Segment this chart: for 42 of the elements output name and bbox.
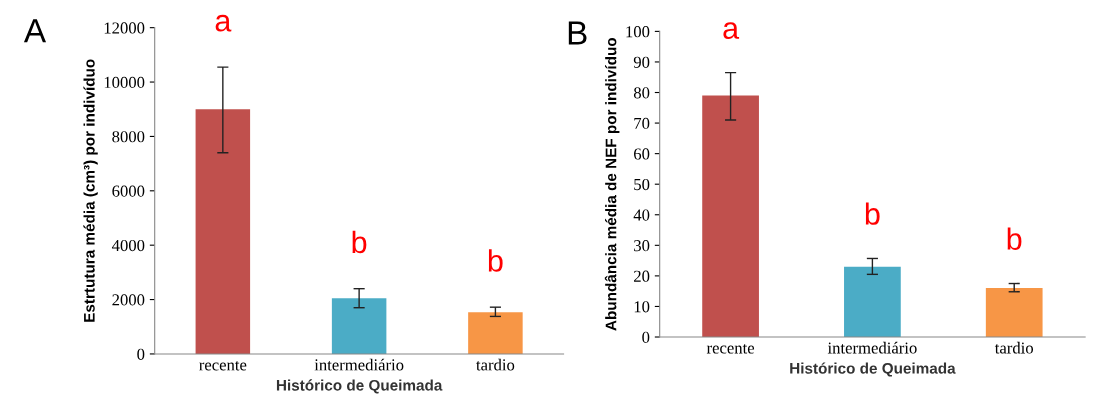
chart-title: B (568, 21, 587, 45)
annotation: a (723, 22, 740, 40)
x-axis-title: Histórico de Queimada (276, 379, 443, 394)
bar (195, 109, 251, 354)
x-tick-label: intermediário (314, 358, 404, 371)
chart-title: A (23, 19, 47, 43)
x-tick-label: tardio (994, 341, 1034, 354)
y-tick-label: 0 (642, 331, 650, 343)
annotation: b (1007, 227, 1022, 250)
y-tick-label: 8000 (112, 131, 145, 143)
y-tick-label: 30 (634, 240, 650, 252)
bar (702, 95, 759, 338)
y-tick-label: 90 (633, 56, 650, 68)
y-tick-label: 10000 (104, 76, 145, 88)
y-tick-label: 100 (626, 26, 650, 38)
x-tick-label: tardio (476, 358, 515, 371)
x-axis-title: Histórico de Queimada (790, 362, 956, 377)
y-tick-label: 20 (634, 270, 650, 282)
y-tick-label: 4000 (111, 239, 145, 252)
annotation: b (865, 202, 880, 225)
y-axis-title: Estrtutura média (cm³) por indivíduo (83, 59, 98, 322)
annotation: b (488, 249, 503, 272)
annotation: a (215, 14, 232, 32)
y-tick-label: 0 (137, 348, 145, 360)
annotation: b (352, 230, 367, 254)
x-tick-label: recente (706, 344, 755, 354)
y-tick-label: 80 (633, 87, 650, 99)
y-tick-label: 12000 (104, 22, 145, 34)
y-tick-label: 6000 (112, 185, 145, 197)
y-tick-label: 50 (634, 178, 650, 191)
x-tick-label: recente (199, 360, 247, 371)
y-tick-label: 40 (633, 209, 650, 221)
bar (985, 288, 1043, 338)
y-axis-title: Abundância média de NEF por indivíduo (604, 37, 620, 331)
y-tick-label: 10 (634, 301, 650, 313)
bar (844, 266, 901, 338)
y-tick-label: 2000 (112, 294, 145, 306)
y-tick-label: 60 (634, 148, 650, 160)
bar (468, 312, 523, 354)
y-tick-label: 70 (634, 117, 650, 130)
bar (331, 298, 387, 354)
x-tick-label: intermediário (827, 341, 917, 354)
